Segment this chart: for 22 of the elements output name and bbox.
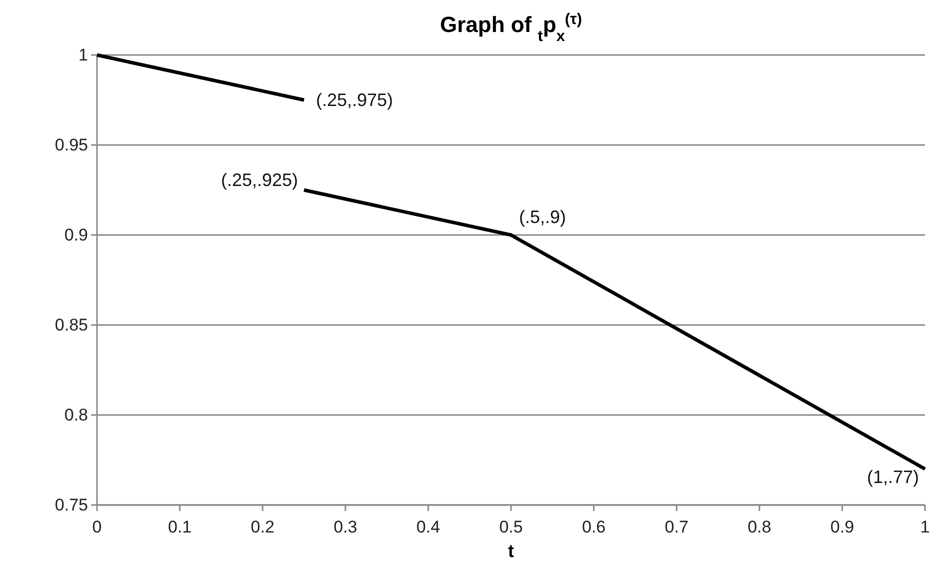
y-tick-label: 0.75: [54, 495, 88, 514]
x-tick-label: 0.3: [334, 518, 358, 537]
annotation: (.25,.975): [316, 90, 394, 110]
x-tick-label: 0.2: [250, 518, 274, 537]
x-tick-label: 0.4: [416, 518, 440, 537]
x-tick-label: 0.5: [499, 518, 523, 537]
annotation: (.5,.9): [519, 207, 566, 227]
y-tick-label: 0.8: [64, 405, 88, 424]
x-tick-label: 0.1: [168, 518, 192, 537]
y-tick-label: 0.9: [64, 225, 88, 244]
x-tick-label: 1: [920, 518, 930, 537]
y-tick-label: 0.95: [54, 135, 88, 154]
annotation: (1,.77): [866, 467, 919, 487]
x-axis-title: t: [508, 541, 514, 561]
y-tick-label: 0.85: [54, 315, 88, 334]
annotation: (.25,.925): [220, 170, 298, 190]
x-tick-label: 0.8: [748, 518, 772, 537]
x-tick-label: 0.9: [830, 518, 854, 537]
y-tick-label: 1: [78, 45, 88, 64]
x-tick-label: 0.6: [582, 518, 606, 537]
x-tick-label: 0.7: [664, 518, 688, 537]
x-tick-label: 0: [92, 518, 102, 537]
